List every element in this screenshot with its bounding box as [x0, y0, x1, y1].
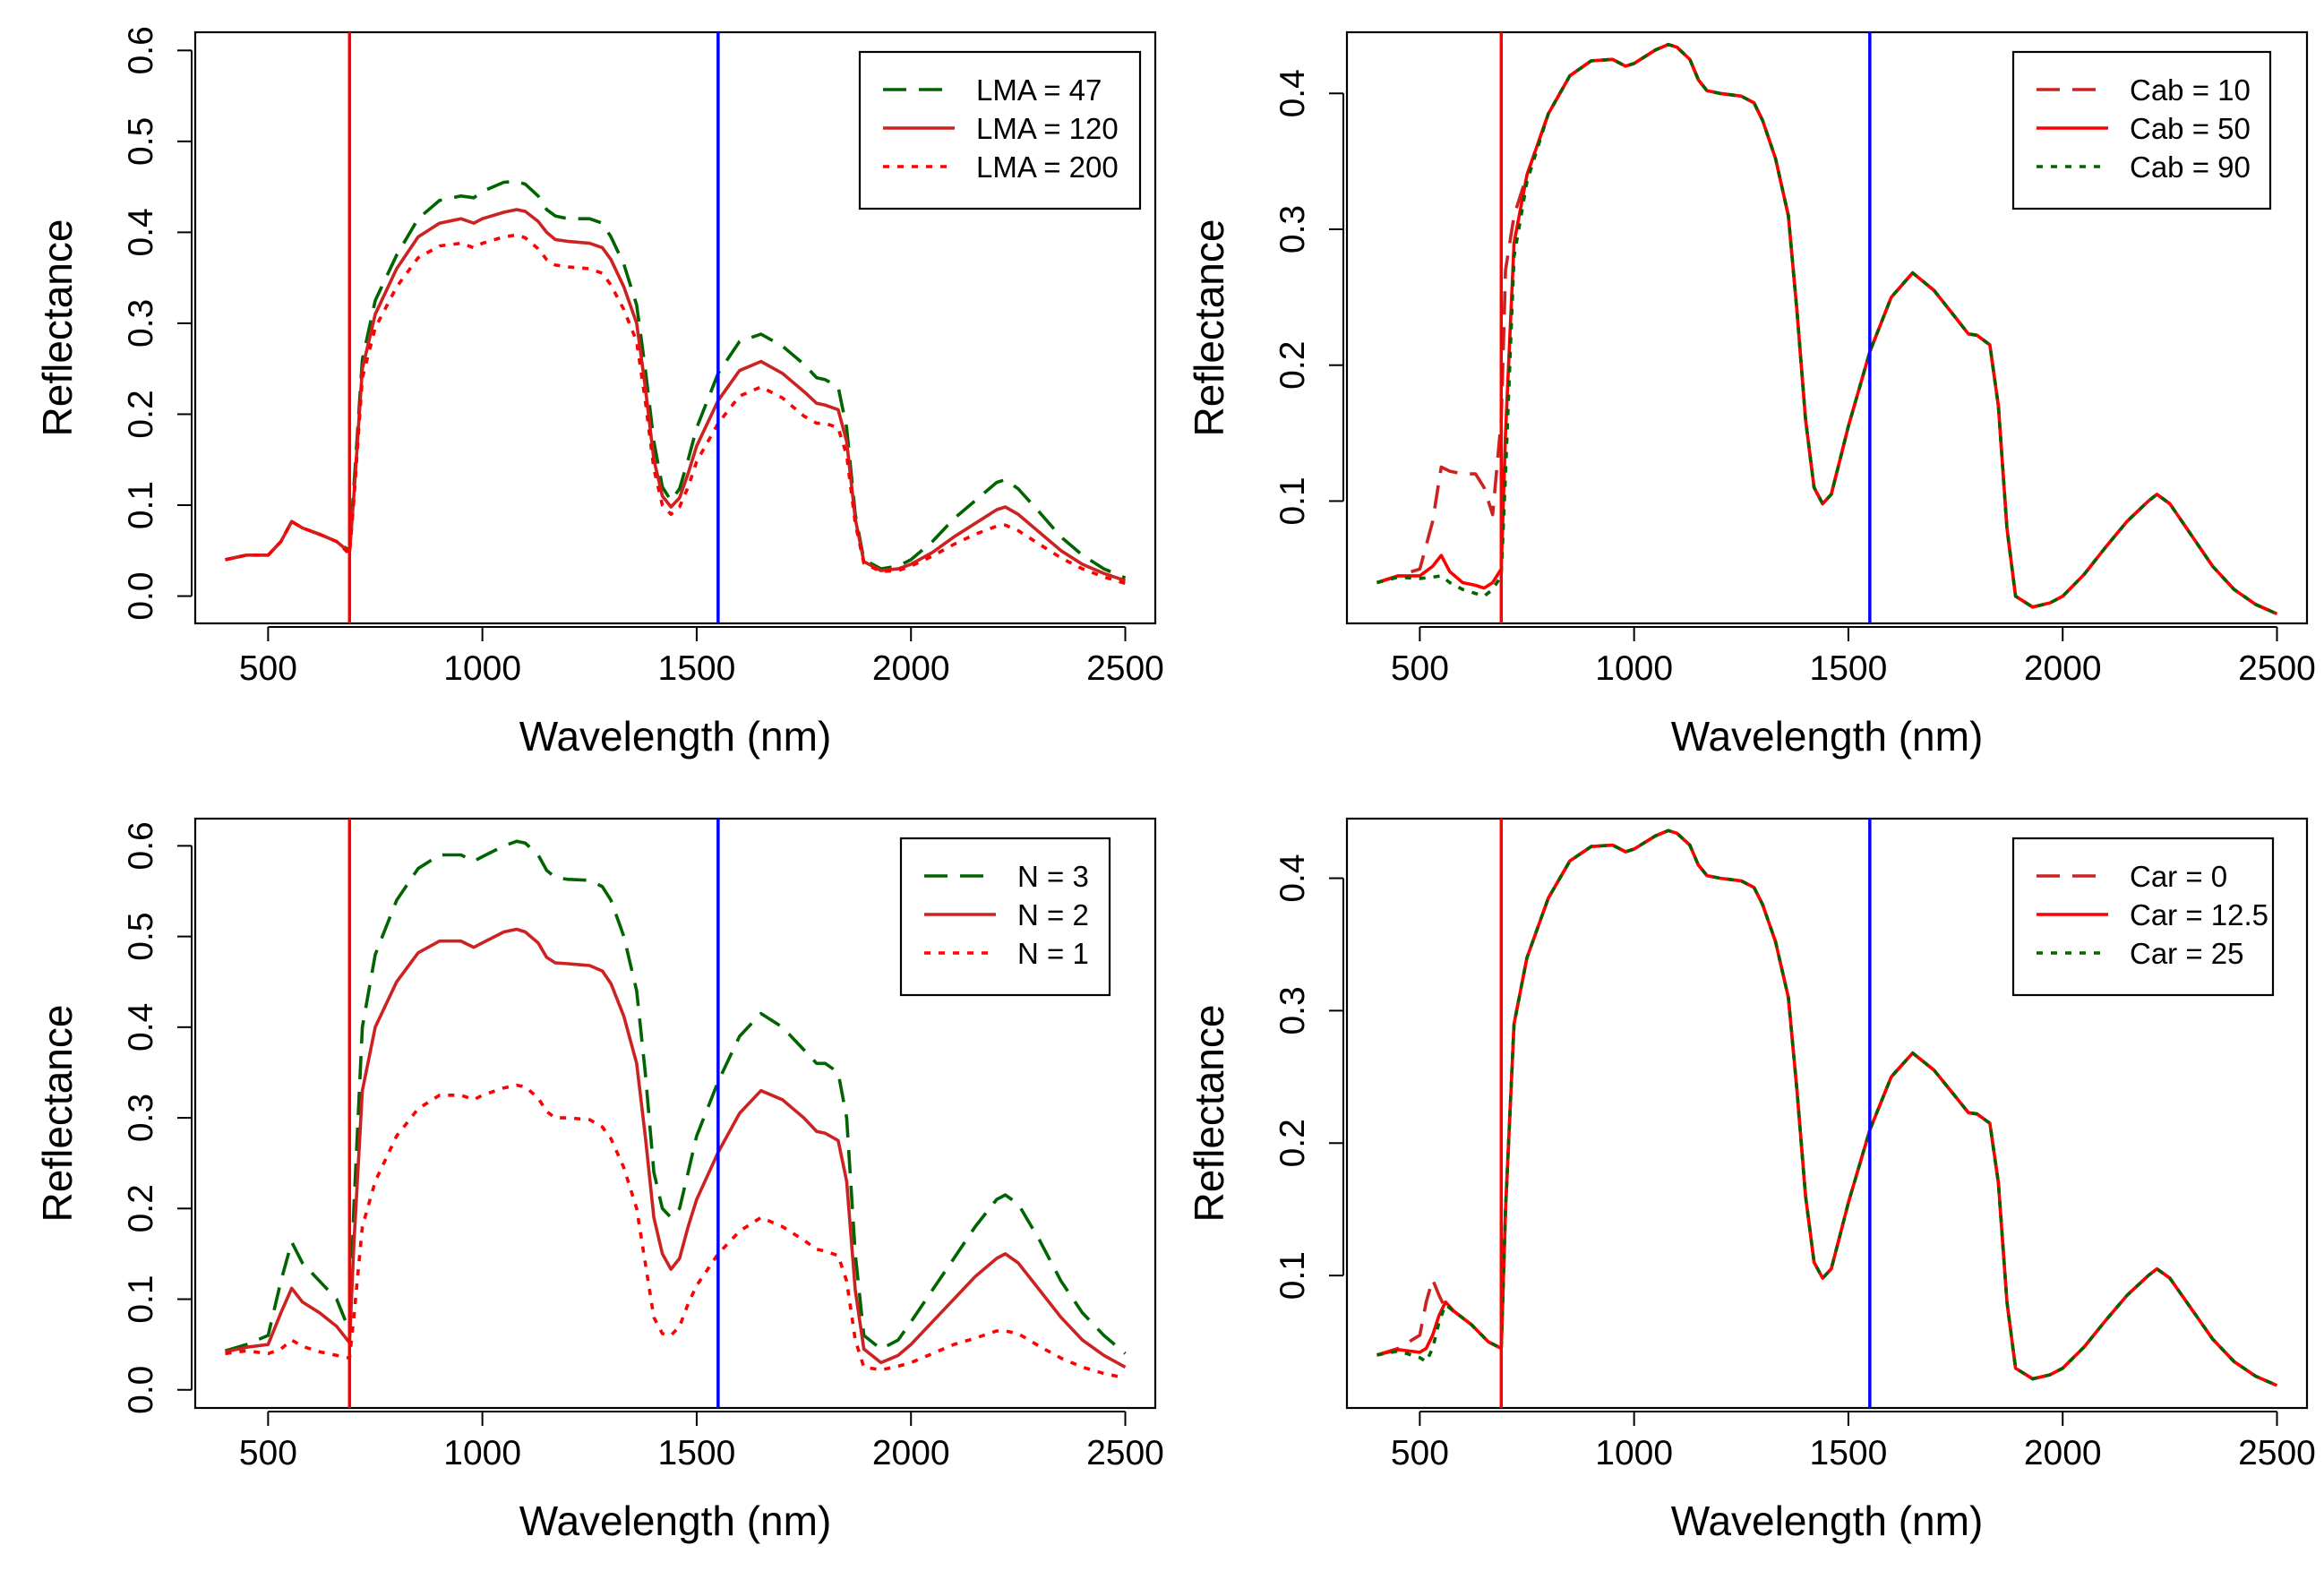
chart-panel-3: 500 1000 1500 2000 2500 Wavelength (nm) 0.0 0.1… — [34, 817, 1164, 1544]
legend: N = 3 N = 2 N = 1 — [899, 837, 1111, 997]
x-tick-label: 1500 — [658, 1434, 736, 1472]
x-axis-title: Wavelength (nm) — [519, 713, 832, 760]
y-tick-label: 0.3 — [122, 299, 160, 348]
chart-panel-4: 500 1000 1500 2000 2500 Wavelength (nm) 0.1 0.2… — [1186, 817, 2316, 1544]
y-tick-label: 0.3 — [1273, 205, 1312, 253]
x-tick-label: 2500 — [1086, 649, 1164, 688]
x-axis: 500 1000 1500 2000 2500 Wavelength (nm) — [1391, 1411, 2316, 1544]
y-tick-label: 0.2 — [122, 1184, 160, 1232]
y-tick-label: 0.6 — [122, 821, 160, 870]
series-line-2 — [225, 208, 1127, 583]
y-tick-label: 0.6 — [122, 26, 160, 74]
y-tick-label: 0.0 — [122, 1366, 160, 1414]
y-axis: 0.1 0.2 0.3 0.4 Reflectance — [1186, 69, 1344, 526]
x-tick-label: 2500 — [1086, 1434, 1164, 1472]
legend-box — [858, 50, 1142, 210]
legend-label: LMA = 200 — [976, 150, 1119, 184]
y-axis-title: Reflectance — [1186, 219, 1232, 437]
series-line-3 — [1376, 42, 2278, 616]
series-line-3 — [225, 233, 1127, 586]
x-tick-label: 1500 — [1810, 649, 1888, 688]
legend-label: Car = 25 — [2130, 937, 2244, 970]
legend-label: LMA = 120 — [976, 112, 1119, 145]
y-tick-label: 0.2 — [1273, 1119, 1312, 1167]
legend-box — [2011, 837, 2275, 997]
plot-frame — [1345, 30, 2309, 625]
x-tick-label: 500 — [239, 649, 297, 688]
legend-label: Cab = 10 — [2130, 73, 2251, 107]
legend-box — [2011, 50, 2272, 210]
x-tick-label: 2000 — [2024, 649, 2102, 688]
x-tick-label: 2500 — [2238, 649, 2316, 688]
y-tick-label: 0.2 — [1273, 341, 1312, 390]
x-axis-title: Wavelength (nm) — [1671, 713, 1984, 760]
plot-frame — [193, 817, 1157, 1410]
series-line-3 — [225, 1083, 1126, 1380]
x-axis-title: Wavelength (nm) — [1671, 1498, 1984, 1544]
y-axis-title: Reflectance — [34, 219, 81, 437]
legend: Car = 0 Car = 12.5 Car = 25 — [2011, 837, 2275, 997]
y-axis: 0.0 0.1 0.2 0.3 0.4 0.5 0.6 Reflectance — [34, 821, 193, 1414]
x-tick-label: 1000 — [1595, 1434, 1673, 1472]
chart-panel-1: 500 1000 1500 2000 2500 Wavelength (nm) 0.0 0.1… — [34, 26, 1164, 760]
legend-label: N = 2 — [1017, 898, 1089, 931]
y-tick-label: 0.4 — [1273, 854, 1312, 902]
x-tick-label: 1000 — [443, 649, 521, 688]
y-tick-label: 0.5 — [122, 117, 160, 166]
x-tick-label: 1000 — [443, 1434, 521, 1472]
x-tick-label: 500 — [1391, 1434, 1449, 1472]
x-tick-label: 2000 — [872, 649, 950, 688]
y-axis: 0.1 0.2 0.3 0.4 Reflectance — [1186, 854, 1344, 1300]
y-tick-label: 0.1 — [122, 1275, 160, 1323]
x-tick-label: 1000 — [1595, 649, 1673, 688]
x-tick-label: 1500 — [1810, 1434, 1888, 1472]
y-tick-label: 0.3 — [122, 1094, 160, 1142]
y-tick-label: 0.0 — [122, 571, 160, 620]
x-tick-label: 1500 — [658, 649, 736, 688]
series-line-3 — [1376, 828, 2278, 1387]
legend-box — [899, 837, 1111, 997]
plot-frame — [1345, 817, 2309, 1410]
x-tick-label: 2500 — [2238, 1434, 2316, 1472]
y-tick-label: 0.1 — [122, 481, 160, 529]
y-tick-label: 0.1 — [1273, 476, 1312, 525]
legend-label: Car = 0 — [2130, 860, 2227, 893]
plot-frame — [193, 30, 1157, 625]
y-tick-label: 0.3 — [1273, 986, 1312, 1034]
legend: Cab = 10 Cab = 50 Cab = 90 — [2011, 50, 2272, 210]
series-line-1 — [225, 179, 1127, 579]
x-axis: 500 1000 1500 2000 2500 Wavelength (nm) — [239, 626, 1164, 760]
x-tick-label: 2000 — [2024, 1434, 2102, 1472]
x-axis: 500 1000 1500 2000 2500 Wavelength (nm) — [1391, 626, 2316, 760]
legend-label: Car = 12.5 — [2130, 898, 2268, 931]
y-tick-label: 0.4 — [1273, 69, 1312, 117]
y-tick-label: 0.1 — [1273, 1251, 1312, 1300]
y-axis-title: Reflectance — [1186, 1005, 1232, 1223]
legend: LMA = 47 LMA = 120 LMA = 200 — [858, 50, 1142, 210]
y-tick-label: 0.5 — [122, 912, 160, 960]
legend-label: Cab = 50 — [2130, 112, 2251, 145]
y-tick-label: 0.4 — [122, 1003, 160, 1052]
legend-label: N = 3 — [1017, 860, 1089, 893]
x-tick-label: 500 — [239, 1434, 297, 1472]
series-line-2 — [225, 927, 1127, 1369]
x-tick-label: 500 — [1391, 649, 1449, 688]
y-axis-title: Reflectance — [34, 1005, 81, 1223]
x-tick-label: 2000 — [872, 1434, 950, 1472]
legend-label: LMA = 47 — [976, 73, 1102, 107]
y-tick-label: 0.2 — [122, 390, 160, 438]
y-tick-label: 0.4 — [122, 208, 160, 256]
y-axis: 0.0 0.1 0.2 0.3 0.4 0.5 0.6 Reflectance — [34, 26, 193, 621]
x-axis: 500 1000 1500 2000 2500 Wavelength (nm) — [239, 1411, 1164, 1544]
x-axis-title: Wavelength (nm) — [519, 1498, 832, 1544]
legend-label: Cab = 90 — [2130, 150, 2251, 184]
legend-label: N = 1 — [1017, 937, 1089, 970]
chart-panel-2: 500 1000 1500 2000 2500 Wavelength (nm) 0.1 0.2… — [1186, 30, 2316, 760]
